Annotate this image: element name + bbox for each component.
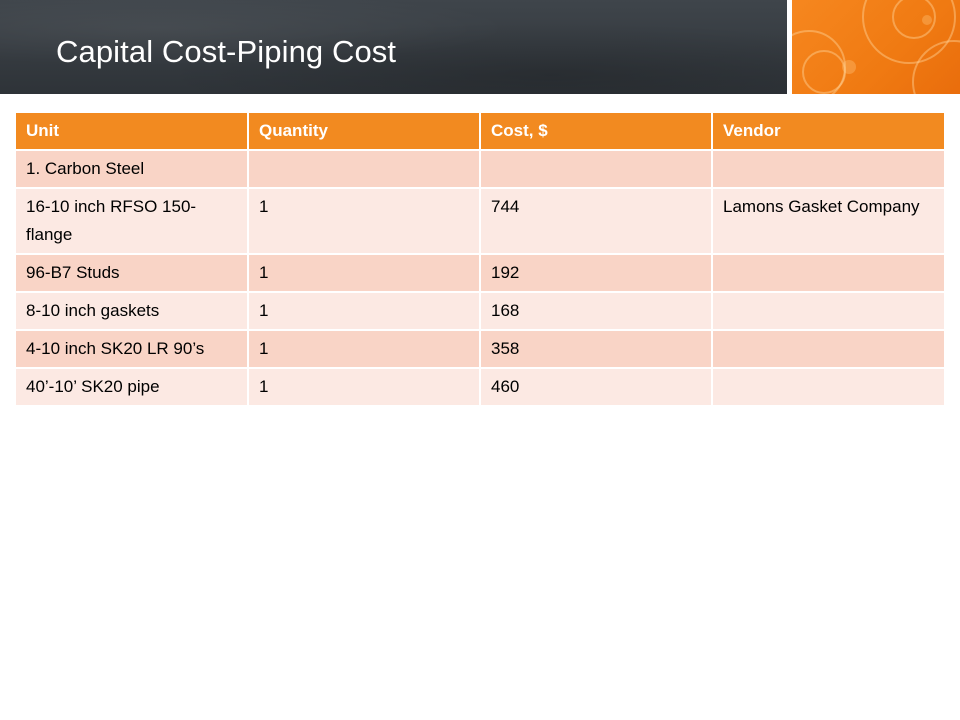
table-row: 4-10 inch SK20 LR 90’s 1 358 [16,329,944,368]
cell-unit: 40’-10’ SK20 pipe [16,367,248,405]
cell-quantity: 1 [247,187,480,254]
header-quantity: Quantity [247,113,480,150]
piping-cost-table: Unit Quantity Cost, $ Vendor 1. Carbon S… [16,113,944,405]
cell-unit: 96-B7 Studs [16,253,248,292]
cell-quantity: 1 [247,329,480,368]
cell-quantity: 1 [247,291,480,330]
cell-vendor [711,253,944,292]
table-row: 16-10 inch RFSO 150-flange 1 744 Lamons … [16,187,944,254]
cell-cost: 460 [479,367,712,405]
cell-cost: 192 [479,253,712,292]
cell-unit: 1. Carbon Steel [16,149,248,188]
cell-quantity [247,149,480,188]
cell-unit: 4-10 inch SK20 LR 90’s [16,329,248,368]
cell-unit: 16-10 inch RFSO 150-flange [16,187,248,254]
header-vendor: Vendor [711,113,944,150]
cell-cost: 168 [479,291,712,330]
cell-vendor: Lamons Gasket Company [711,187,944,254]
cell-vendor [711,291,944,330]
cell-quantity: 1 [247,367,480,405]
cell-unit: 8-10 inch gaskets [16,291,248,330]
decorative-orange-panel [792,0,960,94]
cell-cost [479,149,712,188]
cell-cost: 358 [479,329,712,368]
cell-vendor [711,367,944,405]
table-row: 96-B7 Studs 1 192 [16,253,944,292]
cell-cost: 744 [479,187,712,254]
title-bar: Capital Cost-Piping Cost [0,0,787,94]
table-header-row: Unit Quantity Cost, $ Vendor [16,113,944,150]
table-row: 8-10 inch gaskets 1 168 [16,291,944,330]
slide-title: Capital Cost-Piping Cost [56,34,397,69]
cell-quantity: 1 [247,253,480,292]
table-row: 1. Carbon Steel [16,149,944,188]
header-cost: Cost, $ [479,113,712,150]
table-row: 40’-10’ SK20 pipe 1 460 [16,367,944,405]
cell-vendor [711,329,944,368]
header-unit: Unit [16,113,248,150]
cell-vendor [711,149,944,188]
